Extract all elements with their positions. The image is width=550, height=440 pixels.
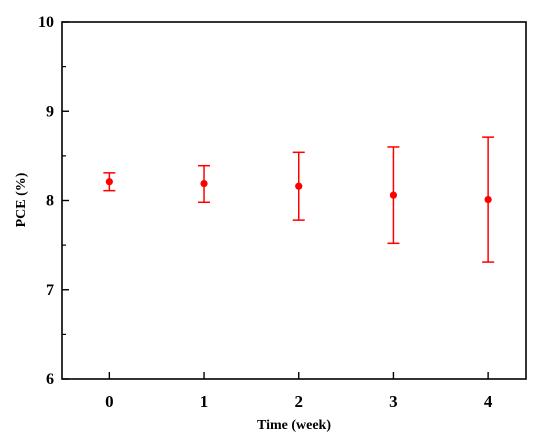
y-axis: 6 7 8 9 10 bbox=[38, 14, 69, 388]
x-axis: 0 1 2 3 4 bbox=[105, 372, 493, 411]
series-layer bbox=[103, 136, 495, 263]
y-tick-label: 7 bbox=[46, 282, 54, 299]
data-point-group bbox=[103, 172, 116, 192]
y-tick-label: 9 bbox=[46, 103, 54, 120]
x-tick-label: 1 bbox=[200, 392, 209, 411]
data-point bbox=[105, 178, 113, 186]
data-point-group bbox=[387, 146, 400, 245]
data-point bbox=[389, 191, 398, 199]
x-tick-label: 2 bbox=[294, 392, 303, 411]
data-point bbox=[295, 182, 303, 190]
x-tick-label: 0 bbox=[105, 392, 114, 411]
x-tick-label: 4 bbox=[484, 392, 493, 411]
plot-frame bbox=[61, 21, 527, 380]
y-tick-label: 10 bbox=[38, 14, 54, 31]
x-tick-label: 3 bbox=[389, 392, 398, 411]
x-axis-label: Time (week) bbox=[257, 418, 331, 433]
data-point-group bbox=[198, 164, 211, 204]
data-point-group bbox=[482, 136, 495, 263]
y-axis-label: PCE (%) bbox=[14, 172, 29, 227]
data-point bbox=[484, 196, 492, 204]
data-point bbox=[200, 179, 208, 188]
y-tick-label: 6 bbox=[46, 371, 54, 388]
data-point-group bbox=[292, 151, 305, 221]
y-tick-label: 8 bbox=[46, 193, 54, 210]
